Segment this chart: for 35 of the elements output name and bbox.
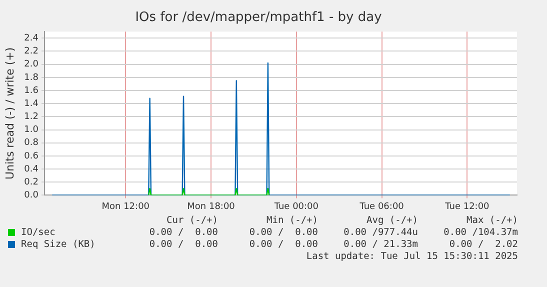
text: Cur (-/+) bbox=[166, 215, 218, 226]
y-tick-label: 0.4 bbox=[24, 164, 39, 174]
y-tick-label: 0.0 bbox=[24, 190, 39, 201]
y-tick-label: 0.6 bbox=[24, 151, 39, 162]
x-tick-label: Tue 12:00 bbox=[444, 202, 490, 212]
text: 0.00 /104.37m bbox=[442, 227, 518, 238]
text: 0.00 / 0.00 bbox=[148, 239, 218, 250]
y-axis-title: Units read (-) / write (+) bbox=[3, 47, 16, 180]
y-tick-label: 0.2 bbox=[24, 177, 39, 188]
text: 0.00 / 0.00 bbox=[248, 227, 318, 238]
y-tick-label: 1.0 bbox=[24, 125, 39, 136]
text: Min (-/+) bbox=[266, 215, 318, 226]
text: Last update: Tue Jul 15 15:30:11 2025 bbox=[305, 251, 518, 262]
text: 0.00 / 2.02 bbox=[448, 239, 518, 250]
text: Avg (-/+) bbox=[366, 215, 418, 226]
y-tick-label: 1.6 bbox=[24, 86, 39, 96]
x-tick-label: Mon 18:00 bbox=[187, 202, 236, 212]
text: 0.00 /977.44u bbox=[342, 227, 418, 238]
y-tick-label: 1.4 bbox=[24, 98, 39, 109]
y-tick-label: 2.0 bbox=[24, 60, 39, 70]
text: Max (-/+) bbox=[466, 215, 518, 226]
y-tick-label: 2.2 bbox=[24, 46, 39, 57]
y-tick-label: 1.8 bbox=[24, 72, 39, 83]
legend-label: Req Size (KB) bbox=[21, 239, 96, 250]
y-tick-label: 2.4 bbox=[24, 33, 39, 44]
x-tick-label: Tue 00:00 bbox=[273, 202, 319, 212]
y-tick-label: 0.8 bbox=[24, 138, 39, 148]
text: 0.00 / 21.33m bbox=[342, 239, 418, 250]
x-tick-label: Mon 12:00 bbox=[102, 202, 150, 212]
y-tick-label: 1.2 bbox=[24, 112, 39, 122]
legend-label: IO/sec bbox=[21, 227, 56, 238]
text: 0.00 / 0.00 bbox=[148, 227, 218, 238]
x-tick-label: Tue 06:00 bbox=[358, 202, 404, 212]
text: 0.00 / 0.00 bbox=[248, 239, 318, 250]
chart-title: IOs for /dev/mapper/mpathf1 - by day bbox=[135, 10, 382, 26]
